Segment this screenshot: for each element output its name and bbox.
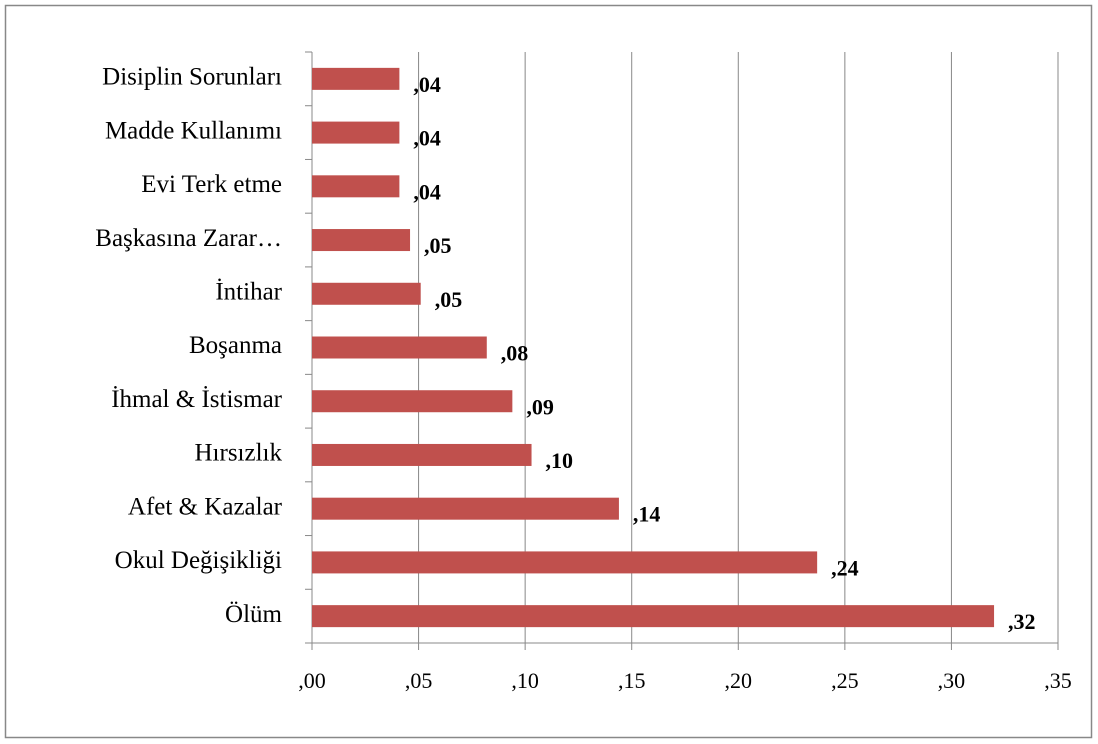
value-label: ,05 xyxy=(424,233,452,258)
x-tick-label: ,30 xyxy=(938,668,966,693)
x-tick-label: ,20 xyxy=(725,668,753,693)
y-tick-label: Afet & Kazalar xyxy=(128,493,283,520)
y-tick-label: Madde Kullanımı xyxy=(105,117,282,144)
x-tick-label: ,05 xyxy=(405,668,433,693)
value-label: ,05 xyxy=(435,287,463,312)
bar xyxy=(312,229,411,252)
bar xyxy=(312,605,995,628)
value-label: ,09 xyxy=(526,394,554,419)
x-tick-label: ,15 xyxy=(618,668,646,693)
y-tick-label: İhmal & İstismar xyxy=(111,386,282,413)
value-label: ,14 xyxy=(633,502,661,527)
value-label: ,04 xyxy=(413,179,441,204)
chart-frame xyxy=(4,4,1093,739)
y-tick-label: Boşanma xyxy=(189,332,282,359)
y-tick-label: Disiplin Sorunları xyxy=(102,64,282,91)
y-tick-label: Hırsızlık xyxy=(195,440,283,467)
value-label: ,32 xyxy=(1008,609,1036,634)
bar xyxy=(312,175,400,198)
y-tick-label: Başkasına Zarar… xyxy=(95,225,282,252)
x-tick-label: ,35 xyxy=(1044,668,1072,693)
value-label: ,04 xyxy=(413,126,441,151)
x-tick-label: ,00 xyxy=(298,668,326,693)
x-tick-label: ,10 xyxy=(511,668,539,693)
bar xyxy=(312,443,532,466)
x-tick-label: ,25 xyxy=(831,668,859,693)
bar xyxy=(312,282,421,305)
y-tick-label: Evi Terk etme xyxy=(141,171,282,198)
bar xyxy=(312,121,400,144)
value-label: ,04 xyxy=(413,72,441,97)
bar xyxy=(312,336,487,359)
value-label: ,24 xyxy=(831,555,859,580)
bar xyxy=(312,390,513,413)
bar xyxy=(312,497,619,520)
y-tick-label: Okul Değişikliği xyxy=(115,547,282,574)
value-label: ,10 xyxy=(546,448,574,473)
bar xyxy=(312,67,400,90)
value-label: ,08 xyxy=(501,341,528,366)
bar xyxy=(312,551,818,574)
y-tick-label: Ölüm xyxy=(225,601,283,628)
y-tick-label: İntihar xyxy=(215,279,282,306)
